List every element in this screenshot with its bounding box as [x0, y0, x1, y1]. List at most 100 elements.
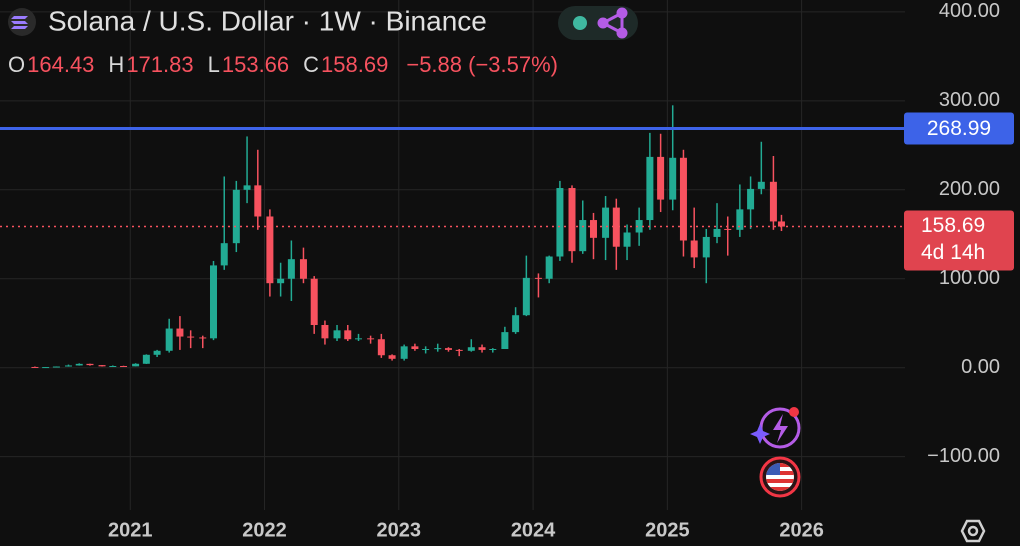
- ohlc-label: C: [303, 52, 319, 77]
- candle-body: [612, 207, 620, 247]
- candle-body: [199, 337, 207, 339]
- ohlc-legend: O 164.43 H 171.83 L 153.66 C 158.69 −5.88 (−3.57…: [8, 52, 558, 77]
- ohlc-value: 171.83: [126, 52, 193, 77]
- candle-body: [287, 259, 295, 279]
- candle-body: [623, 232, 631, 247]
- candle-body: [109, 366, 117, 368]
- candle-body: [589, 220, 597, 238]
- x-tick-label: 2026: [779, 519, 824, 541]
- candle-body: [333, 330, 341, 339]
- candle-body: [690, 240, 698, 258]
- candle-body: [646, 156, 654, 221]
- ohlc-label: H: [108, 52, 124, 77]
- y-tick-label: 200.00: [939, 178, 1000, 200]
- economic-events-icon[interactable]: [759, 456, 801, 498]
- price-tag: [904, 112, 1014, 145]
- candle-body: [444, 348, 452, 350]
- y-tick-label: 100.00: [939, 267, 1000, 289]
- candle-body: [31, 366, 39, 368]
- y-tick-label: 400.00: [939, 0, 1000, 22]
- candle-body: [769, 181, 777, 222]
- candle-body: [534, 277, 542, 279]
- last-price-tag: [904, 210, 1014, 271]
- candle-body: [400, 346, 408, 359]
- candle-body: [669, 157, 677, 200]
- candle-body: [220, 243, 228, 266]
- candle-body: [64, 365, 72, 367]
- y-tick-label: 0.00: [961, 356, 1000, 378]
- candle-body: [209, 265, 217, 339]
- header: Solana / U.S. Dollar · 1W · Binance O 164…: [8, 5, 638, 77]
- candle-body: [176, 328, 184, 337]
- ohlc-value: 158.69: [321, 52, 388, 77]
- x-tick-label: 2021: [108, 519, 153, 541]
- candle-body: [52, 366, 60, 368]
- candle-body: [434, 348, 442, 350]
- chart-title: Solana / U.S. Dollar · 1W · Binance: [48, 5, 487, 36]
- candle-body: [344, 330, 352, 340]
- candle-body: [355, 338, 363, 340]
- candle-body: [747, 188, 755, 210]
- candle-body: [377, 339, 385, 356]
- y-tick-label: −100.00: [927, 445, 1000, 467]
- candle-body: [568, 188, 576, 252]
- candle-body: [545, 256, 553, 279]
- ohlc-label: O: [8, 52, 25, 77]
- indicator-icon[interactable]: [597, 7, 628, 39]
- candle-body: [367, 338, 375, 340]
- countdown: 4d 14h: [921, 241, 985, 264]
- candle-body: [757, 181, 765, 189]
- market-status: [573, 16, 587, 30]
- ohlc-value: 164.43: [27, 52, 94, 77]
- candle-body: [679, 157, 687, 241]
- candle-body: [467, 347, 475, 351]
- candle-body: [86, 363, 94, 366]
- candle-body: [266, 216, 274, 284]
- grid: [0, 0, 905, 510]
- candle-body: [489, 349, 497, 351]
- x-tick-label: 2022: [242, 519, 287, 541]
- last-price-label: 158.69: [921, 214, 985, 237]
- candle-body: [142, 354, 150, 364]
- candle-body: [478, 347, 486, 350]
- candle-body: [299, 259, 307, 279]
- x-tick-label: 2024: [511, 519, 556, 541]
- change-label: −5.88 (−3.57%): [406, 52, 558, 77]
- candles: [31, 105, 785, 369]
- candle-body: [579, 220, 587, 252]
- candle-body: [75, 363, 83, 366]
- candle-body: [42, 367, 50, 369]
- candle-body: [736, 209, 744, 230]
- x-tick-label: 2025: [645, 519, 690, 541]
- price-tag-label: 268.99: [927, 117, 991, 140]
- ohlc-value: 153.66: [222, 52, 289, 77]
- candle-body: [501, 332, 509, 350]
- candle-body: [243, 185, 251, 190]
- candle-body: [388, 355, 396, 359]
- x-tick-label: 2023: [377, 519, 422, 541]
- candle-body: [422, 349, 430, 351]
- candle-body: [635, 220, 643, 233]
- candle-body: [321, 324, 329, 339]
- candle-body: [657, 156, 665, 200]
- candle-body: [777, 221, 785, 227]
- candle-body: [455, 349, 463, 351]
- logo-glyph: [11, 16, 28, 29]
- candle-body: [254, 185, 262, 217]
- candle-body: [522, 277, 530, 316]
- assistant-icon[interactable]: [750, 407, 801, 449]
- settings-icon[interactable]: [960, 519, 986, 543]
- candle-body: [120, 366, 128, 368]
- candle-body: [724, 228, 732, 230]
- candle-body: [512, 315, 520, 333]
- candle-body: [411, 346, 419, 350]
- candle-body: [132, 363, 140, 367]
- candle-body: [713, 228, 721, 237]
- candle-body: [702, 236, 710, 258]
- candle-body: [165, 328, 173, 351]
- candle-body: [153, 350, 161, 355]
- candle-body: [232, 189, 240, 244]
